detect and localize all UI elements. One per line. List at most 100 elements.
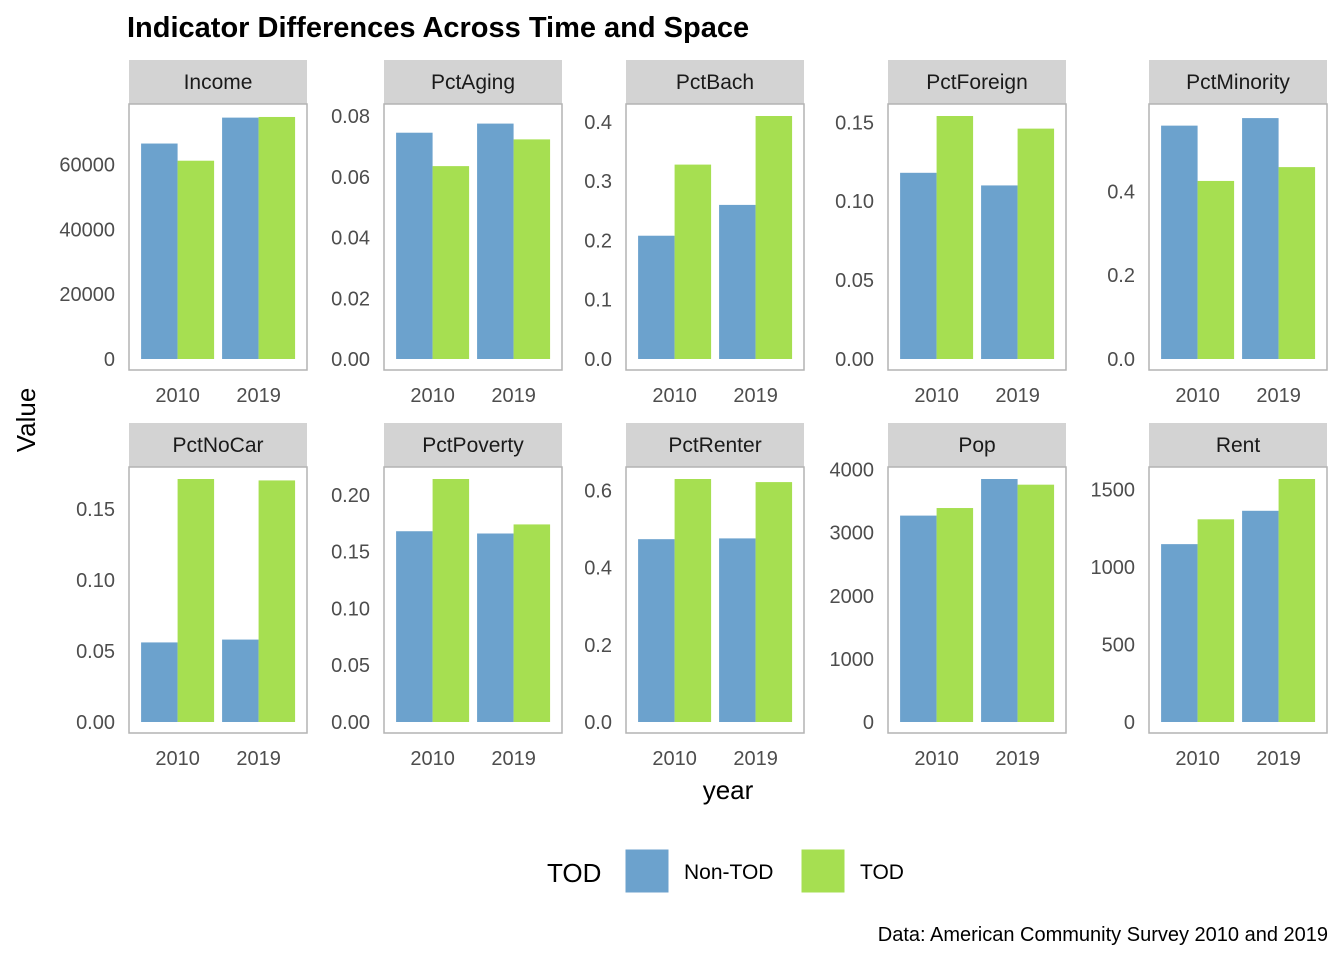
y-tick-label-pctaging: 0.06 <box>331 167 370 189</box>
y-tick-label-pctbach: 0.4 <box>584 112 612 134</box>
x-tick-label-rent: 2010 <box>1175 748 1220 770</box>
legend-key-non-tod <box>624 848 670 894</box>
legend-label-non-tod: Non-TOD <box>684 861 773 884</box>
y-tick-label-pctpoverty: 0.05 <box>331 655 370 677</box>
bar-pctpoverty-non-tod-2019 <box>477 533 514 722</box>
strip-label-pctaging: PctAging <box>431 71 515 94</box>
x-tick-label-income: 2019 <box>236 385 281 407</box>
bar-pctrenter-tod-2010 <box>674 479 712 722</box>
bar-pctrenter-tod-2019 <box>755 482 793 722</box>
bar-rent-non-tod-2010 <box>1161 544 1198 722</box>
x-tick-label-pctpoverty: 2019 <box>491 748 536 770</box>
bar-pctminority-tod-2019 <box>1278 167 1316 359</box>
x-tick-label-pctbach: 2010 <box>652 385 697 407</box>
x-tick-label-pop: 2019 <box>995 748 1040 770</box>
chart-caption: Data: American Community Survey 2010 and… <box>878 924 1328 946</box>
y-tick-label-pctnocar: 0.15 <box>76 499 115 521</box>
x-tick-label-pop: 2010 <box>914 748 959 770</box>
bar-pctminority-tod-2010 <box>1197 180 1235 359</box>
y-axis-title: Value <box>11 388 41 453</box>
y-tick-label-pctpoverty: 0.00 <box>331 712 370 734</box>
strip-rent <box>1149 423 1327 467</box>
y-tick-label-pctminority: 0.4 <box>1107 181 1135 203</box>
panel-border-income <box>128 103 308 371</box>
facet-pop: Pop 0 1000 2000 3000 4000 2010 2019 <box>830 423 1067 770</box>
bar-pctminority-non-tod-2019 <box>1242 118 1279 360</box>
x-axis-title: year <box>703 775 754 805</box>
bar-pctpoverty-non-tod-2010 <box>396 531 433 722</box>
bar-pctaging-non-tod-2010 <box>396 132 433 359</box>
y-tick-label-pop: 4000 <box>830 460 875 482</box>
y-tick-label-pctbach: 0.1 <box>584 290 612 312</box>
y-tick-label-rent: 500 <box>1102 634 1135 656</box>
y-tick-label-pctnocar: 0.05 <box>76 641 115 663</box>
strip-pctrenter <box>626 423 804 467</box>
y-tick-label-pctbach: 0.2 <box>584 230 612 252</box>
bar-pop-tod-2019 <box>1017 484 1055 722</box>
strip-pctnocar <box>129 423 307 467</box>
strip-pctforeign <box>888 60 1066 104</box>
strip-pctbach <box>626 60 804 104</box>
chart-title: Indicator Differences Across Time and Sp… <box>127 12 749 44</box>
x-tick-label-pctrenter: 2019 <box>733 748 778 770</box>
strip-label-pctpoverty: PctPoverty <box>422 434 524 457</box>
x-tick-label-pctaging: 2019 <box>491 385 536 407</box>
y-tick-label-pctminority: 0.2 <box>1107 265 1135 287</box>
facet-pctforeign: PctForeign 0.00 0.05 0.10 0.15 2010 2019 <box>835 60 1067 407</box>
bar-pctpoverty-tod-2010 <box>432 479 470 722</box>
y-tick-label-pctforeign: 0.00 <box>835 349 874 371</box>
x-tick-label-pctaging: 2010 <box>410 385 455 407</box>
panel-border-pctnocar <box>128 466 308 734</box>
facet-pctaging: PctAging 0.00 0.02 0.04 0.06 0.08 2010 2019 <box>331 60 563 407</box>
y-tick-label-pop: 0 <box>863 712 874 734</box>
strip-label-pctrenter: PctRenter <box>668 434 761 457</box>
panel-border-pctbach <box>625 103 805 371</box>
y-tick-label-rent: 1500 <box>1091 479 1136 501</box>
panel-border-pctminority <box>1148 103 1328 371</box>
y-tick-label-pctminority: 0.0 <box>1107 349 1135 371</box>
y-tick-label-pop: 1000 <box>830 649 875 671</box>
facet-pctpoverty: PctPoverty 0.00 0.05 0.10 0.15 0.20 2010 2019 <box>331 423 563 770</box>
strip-label-income: Income <box>184 71 253 94</box>
bar-pctbach-non-tod-2019 <box>719 204 756 359</box>
bar-pctaging-tod-2019 <box>513 139 551 359</box>
y-tick-label-pctnocar: 0.00 <box>76 712 115 734</box>
y-tick-label-pctpoverty: 0.15 <box>331 542 370 564</box>
bar-pctforeign-non-tod-2019 <box>981 185 1018 359</box>
bar-pctaging-tod-2010 <box>432 166 470 359</box>
bar-pctbach-tod-2019 <box>755 116 793 359</box>
facet-pctbach: PctBach 0.0 0.1 0.2 0.3 0.4 2010 2019 <box>584 60 805 407</box>
panel-border-rent <box>1148 466 1328 734</box>
strip-income <box>129 60 307 104</box>
bar-income-non-tod-2010 <box>141 143 178 359</box>
panel-border-pctaging <box>383 103 563 371</box>
facet-income: Income 0 20000 40000 60000 2010 2019 <box>59 60 308 407</box>
y-tick-label-pop: 2000 <box>830 586 875 608</box>
bar-pctbach-non-tod-2010 <box>638 235 675 359</box>
bar-income-tod-2019 <box>258 116 296 359</box>
strip-label-pctforeign: PctForeign <box>926 71 1028 94</box>
y-tick-label-income: 60000 <box>59 155 115 177</box>
panel-border-pctpoverty <box>383 466 563 734</box>
y-tick-label-income: 20000 <box>59 284 115 306</box>
x-tick-label-pctrenter: 2010 <box>652 748 697 770</box>
y-tick-label-rent: 0 <box>1124 712 1135 734</box>
y-tick-label-pctrenter: 0.2 <box>584 635 612 657</box>
panel-border-pop <box>887 466 1067 734</box>
facet-pctminority: PctMinority 0.0 0.2 0.4 2010 2019 <box>1107 60 1328 407</box>
y-tick-label-pctbach: 0.0 <box>584 349 612 371</box>
bar-pctbach-tod-2010 <box>674 164 712 359</box>
strip-label-pop: Pop <box>958 434 995 457</box>
y-tick-label-pctforeign: 0.05 <box>835 270 874 292</box>
bar-pctnocar-non-tod-2010 <box>141 642 178 722</box>
bar-rent-tod-2010 <box>1197 519 1235 722</box>
panel-border-pctrenter <box>625 466 805 734</box>
x-tick-label-pctminority: 2019 <box>1256 385 1301 407</box>
x-tick-label-pctnocar: 2019 <box>236 748 281 770</box>
legend: TOD Non-TOD TOD <box>547 848 904 894</box>
strip-pctaging <box>384 60 562 104</box>
bar-pctnocar-tod-2019 <box>258 480 296 722</box>
bar-pop-non-tod-2019 <box>981 479 1018 722</box>
strip-label-pctnocar: PctNoCar <box>172 434 263 457</box>
